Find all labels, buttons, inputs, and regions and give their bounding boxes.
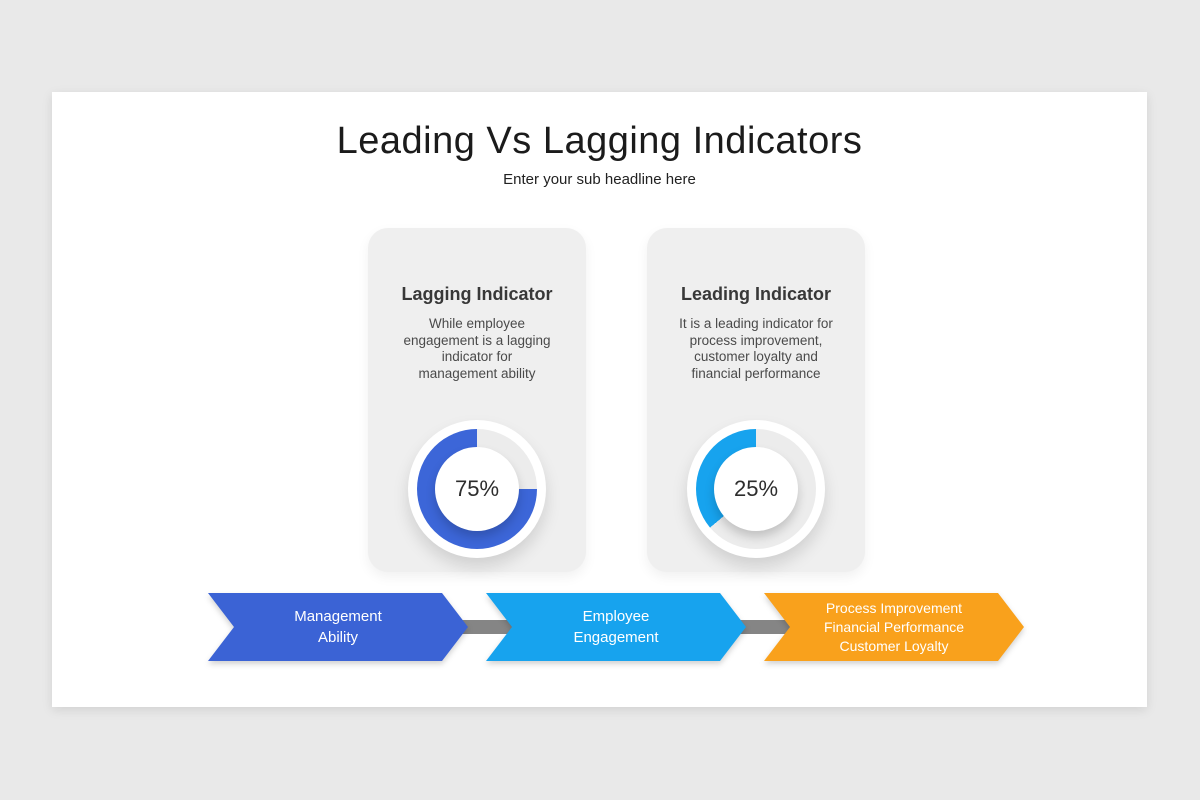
description-line: customer loyalty and (694, 349, 818, 364)
percent-value: 75% (454, 476, 500, 501)
description-line: engagement is a lagging (403, 332, 551, 348)
donut-chart-leading: 25% (687, 420, 825, 558)
arrow-label-line: Ability (317, 629, 358, 646)
arrow-management-ability: Management Ability (208, 593, 468, 661)
card-title: Leading Indicator (680, 284, 831, 304)
arrow-employee-engagement: Employee Engagement (486, 593, 746, 661)
arrow-label-line: Engagement (573, 629, 659, 646)
arrow-label-line: Process Improvement (825, 599, 963, 616)
arrow-label-line: Management (294, 608, 382, 625)
donut-chart-lagging: 75% (408, 420, 546, 558)
donut-hole: 75% (435, 447, 519, 531)
chevron-arrow-shape: Process Improvement Financial Performanc… (764, 593, 1024, 661)
slide-subtitle: Enter your sub headline here (503, 171, 696, 188)
card-description: While employee engagement is a lagging i… (368, 316, 586, 382)
chevron-arrow-shape: Employee Engagement (486, 593, 746, 661)
description-line: management ability (418, 365, 536, 381)
description-line: indicator for (441, 349, 513, 364)
chevron-arrow-shape: Management Ability (208, 593, 468, 661)
card-lagging-indicator: Lagging Indicator While employee engagem… (368, 228, 586, 572)
donut-hole: 25% (714, 447, 798, 531)
description-line: While employee (428, 316, 526, 331)
slide-header: Leading Vs Lagging Indicators Enter your… (52, 118, 1147, 188)
arrow-label-line: Customer Loyalty (839, 637, 949, 654)
arrow-label-line: Employee (582, 608, 650, 625)
description-line: process improvement, (689, 332, 823, 348)
arrow-outcomes: Process Improvement Financial Performanc… (764, 593, 1024, 661)
card-title: Lagging Indicator (401, 284, 553, 304)
description-line: financial performance (691, 365, 821, 381)
card-description: It is a leading indicator for process im… (647, 316, 865, 382)
card-leading-indicator: Leading Indicator It is a leading indica… (647, 228, 865, 572)
description-line: It is a leading indicator for (679, 316, 833, 331)
percent-value: 25% (733, 476, 779, 501)
slide-title: Leading Vs Lagging Indicators (336, 120, 863, 162)
slide-canvas: Leading Vs Lagging Indicators Enter your… (52, 92, 1147, 707)
arrow-label-line: Financial Performance (823, 618, 965, 635)
